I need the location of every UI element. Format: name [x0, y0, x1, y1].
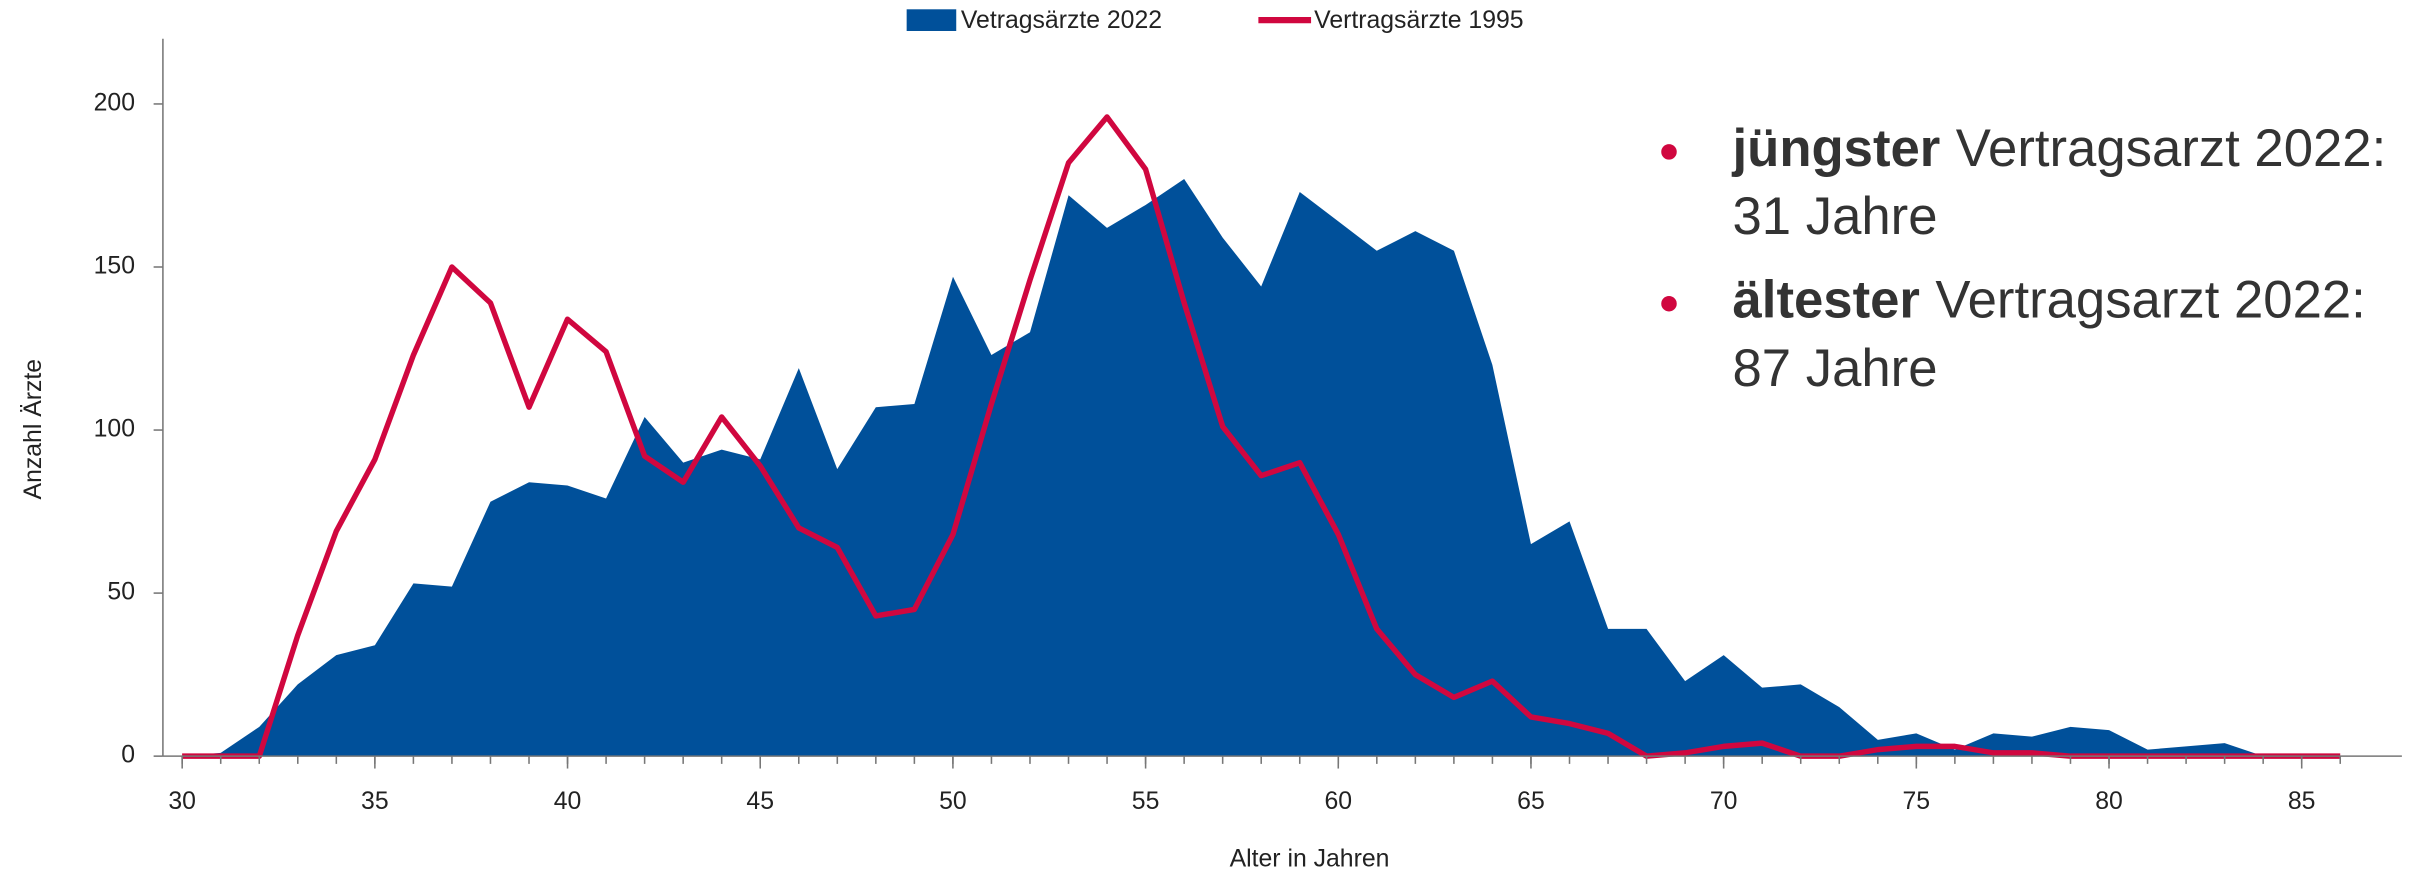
x-tick-label: 40 [554, 788, 582, 815]
line [182, 114, 2341, 759]
x-tick-label: 55 [1132, 788, 1160, 815]
legend-label: Vertragsärzte 1995 [1314, 7, 1523, 34]
y-tick-label: 200 [94, 90, 135, 117]
legend-swatch [906, 9, 957, 31]
x-tick-label: 30 [168, 788, 196, 815]
annotation: ältester Vertragsarzt 2022: [1733, 271, 2366, 330]
area [182, 178, 2341, 757]
x-axis-label: Alter in Jahren [1230, 846, 1390, 873]
annotation-bold: ältester [1733, 271, 1920, 330]
y-tick-label: 150 [94, 253, 135, 280]
annotation-text: Vertragsarzt 2022: [1956, 119, 2386, 178]
annotation-line2: 31 Jahre [1733, 187, 1938, 246]
x-tick-label: 70 [1710, 788, 1738, 815]
x-tick-label: 80 [2095, 788, 2123, 815]
y-tick-label: 0 [121, 742, 135, 769]
x-tick-label: 75 [1903, 788, 1931, 815]
x-tick-label: 45 [746, 788, 774, 815]
annotation-line2: 87 Jahre [1733, 339, 1938, 398]
y-tick-label: 100 [94, 416, 135, 443]
x-tick-label: 35 [361, 788, 389, 815]
bullet [1661, 295, 1677, 312]
legend-label: Vetragsärzte 2022 [961, 7, 1162, 34]
y-tick-label: 50 [107, 579, 135, 606]
y-axis-label: Anzahl Ärzte [20, 359, 47, 499]
annotation: jüngster Vertragsarzt 2022: [1732, 119, 2387, 178]
x-tick-label: 65 [1517, 788, 1545, 815]
x-tick-label: 60 [1324, 788, 1352, 815]
annotation-bold: jüngster [1732, 119, 1941, 178]
x-tick-label: 50 [939, 788, 967, 815]
annotation-text: Vertragsarzt 2022: [1935, 271, 2365, 330]
bullet [1661, 144, 1677, 160]
x-tick-label: 85 [2288, 788, 2316, 815]
